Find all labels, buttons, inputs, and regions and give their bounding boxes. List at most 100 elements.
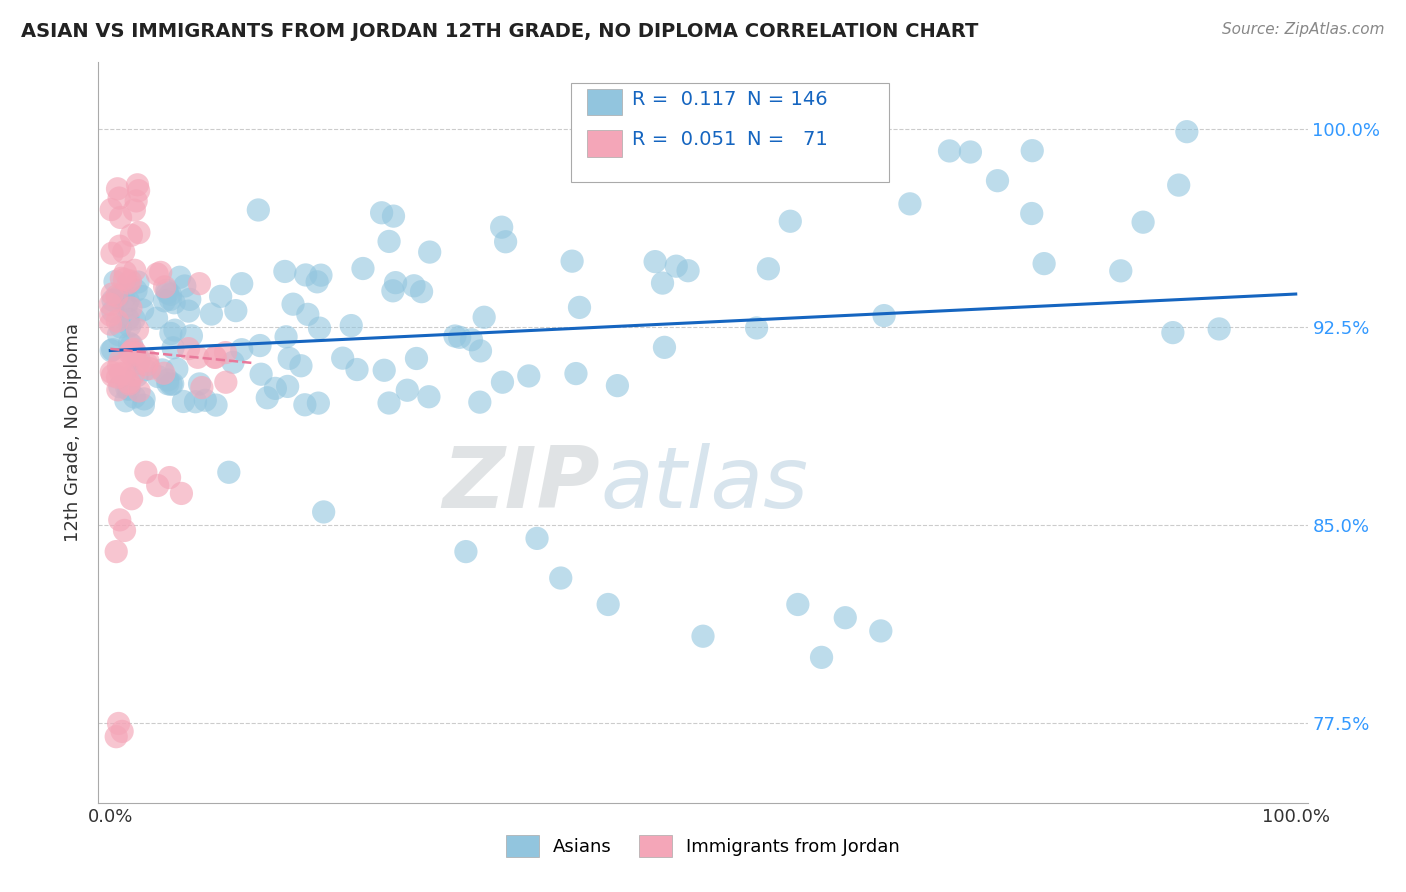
Point <box>598 598 620 612</box>
Point <box>938 144 960 158</box>
Point <box>121 338 143 352</box>
Point <box>146 369 169 384</box>
Point <box>1175 125 1198 139</box>
Point <box>810 650 832 665</box>
Point <box>125 194 148 208</box>
Point <box>170 486 193 500</box>
Point <box>162 376 184 391</box>
Point <box>290 359 312 373</box>
Text: ASIAN VS IMMIGRANTS FROM JORDAN 12TH GRADE, NO DIPLOMA CORRELATION CHART: ASIAN VS IMMIGRANTS FROM JORDAN 12TH GRA… <box>21 22 979 41</box>
Point <box>294 268 316 282</box>
Point <box>247 202 270 217</box>
Point <box>112 292 135 306</box>
Point <box>373 363 395 377</box>
Point <box>101 343 124 357</box>
Y-axis label: 12th Grade, No Diploma: 12th Grade, No Diploma <box>65 323 83 542</box>
Point <box>606 378 628 392</box>
Point <box>419 245 441 260</box>
Point <box>869 624 891 638</box>
Point <box>169 270 191 285</box>
Point <box>118 382 141 396</box>
Text: N =   71: N = 71 <box>747 130 828 149</box>
Point <box>112 367 135 381</box>
Point <box>125 368 148 383</box>
Point <box>986 174 1008 188</box>
Point <box>214 345 236 359</box>
Point <box>1109 264 1132 278</box>
Point <box>644 254 666 268</box>
Point <box>1021 144 1043 158</box>
Point <box>128 226 150 240</box>
Point <box>378 235 401 249</box>
Text: R =  0.117: R = 0.117 <box>631 90 735 109</box>
Point <box>115 393 138 408</box>
Point <box>108 191 131 205</box>
Point <box>281 297 304 311</box>
Point <box>1021 206 1043 220</box>
Point <box>135 465 157 479</box>
Point <box>184 394 207 409</box>
Point <box>173 279 195 293</box>
Point <box>159 287 181 301</box>
Point <box>128 351 150 366</box>
Point <box>107 182 129 196</box>
Point <box>180 328 202 343</box>
Point <box>396 383 419 397</box>
Point <box>294 398 316 412</box>
Point <box>128 184 150 198</box>
Text: Source: ZipAtlas.com: Source: ZipAtlas.com <box>1222 22 1385 37</box>
Point <box>107 327 129 342</box>
Point <box>411 285 433 299</box>
Point <box>153 366 176 380</box>
Point <box>117 293 139 308</box>
Point <box>153 280 176 294</box>
Point <box>114 265 136 279</box>
Point <box>204 350 226 364</box>
Point <box>654 340 676 354</box>
Point <box>187 351 209 365</box>
Text: N = 146: N = 146 <box>747 90 828 109</box>
Point <box>110 211 132 225</box>
Point <box>231 343 253 357</box>
Point <box>124 263 146 277</box>
Point <box>146 478 169 492</box>
Point <box>231 277 253 291</box>
Point <box>132 392 155 406</box>
Point <box>118 375 141 389</box>
Point <box>146 267 169 281</box>
Point <box>179 293 201 307</box>
Point <box>468 395 491 409</box>
Point <box>114 272 136 286</box>
Point <box>107 716 129 731</box>
Point <box>122 312 145 326</box>
Point <box>115 299 138 313</box>
Point <box>205 398 228 412</box>
Point <box>898 197 921 211</box>
Point <box>105 544 128 558</box>
Point <box>108 380 131 394</box>
Point <box>120 228 142 243</box>
Point <box>132 398 155 412</box>
Point <box>352 261 374 276</box>
Point <box>786 598 808 612</box>
Point <box>794 147 817 161</box>
Point <box>159 293 181 307</box>
Point <box>122 343 145 357</box>
Point <box>191 381 214 395</box>
Point <box>561 254 583 268</box>
Point <box>124 345 146 359</box>
Point <box>124 390 146 404</box>
Point <box>145 311 167 326</box>
Point <box>307 275 329 289</box>
Point <box>209 289 232 303</box>
Point <box>156 376 179 391</box>
Text: R =  0.051: R = 0.051 <box>631 130 735 149</box>
Point <box>120 301 142 315</box>
Point <box>779 214 801 228</box>
Point <box>1033 257 1056 271</box>
Point <box>308 321 330 335</box>
Point <box>110 367 132 381</box>
Point <box>177 304 200 318</box>
Point <box>256 391 278 405</box>
Point <box>107 291 129 305</box>
